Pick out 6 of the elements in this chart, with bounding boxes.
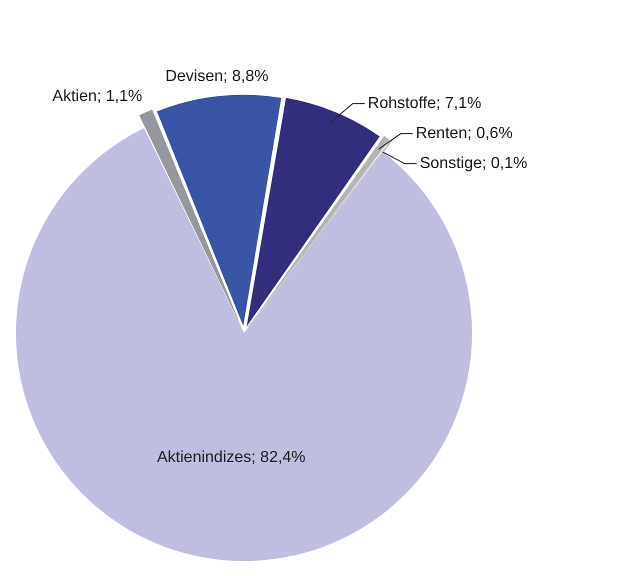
slice-label: Sonstige; 0,1% bbox=[420, 155, 528, 172]
slice-label: Aktien; 1,1% bbox=[52, 88, 142, 106]
slice-label: Devisen; 8,8% bbox=[165, 68, 268, 85]
slice-label: Aktienindizes; 82,4% bbox=[157, 449, 306, 466]
slice-label: Rohstoffe; 7,1% bbox=[368, 95, 482, 112]
slice-label: Renten; 0,6% bbox=[416, 125, 513, 142]
